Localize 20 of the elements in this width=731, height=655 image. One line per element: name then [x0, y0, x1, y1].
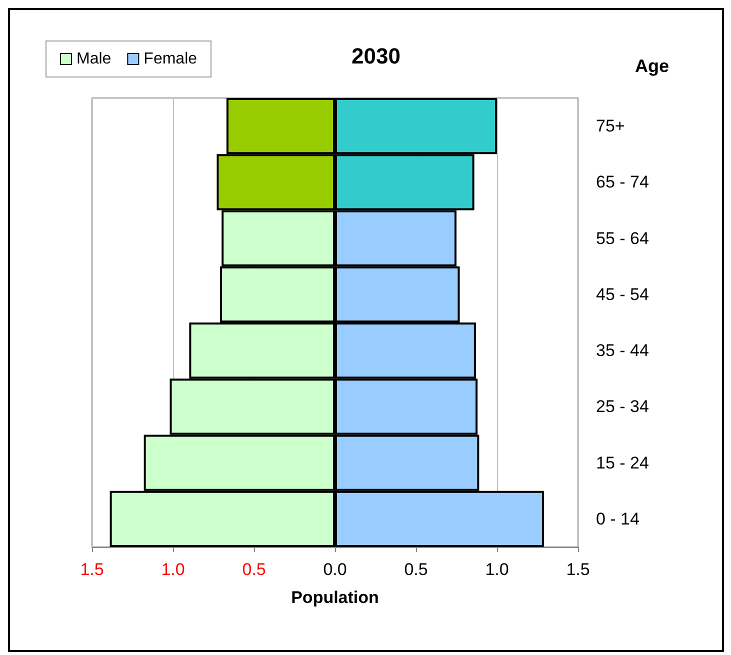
y-tick-label: 0 - 14: [596, 509, 640, 528]
x-axis-title: Population: [291, 588, 379, 607]
x-tick-label: 0.5: [404, 560, 428, 579]
y-tick-label: 35 - 44: [596, 341, 649, 360]
x-tick-label: 1.0: [161, 560, 185, 579]
x-tick-label: 1.5: [566, 560, 590, 579]
y-tick-label: 55 - 64: [596, 228, 649, 248]
x-tick-label: 0.5: [242, 560, 266, 579]
x-tick-label: 1.5: [80, 560, 104, 579]
y-tick-label: 15 - 24: [596, 453, 649, 472]
x-tick-label: 0.0: [323, 560, 347, 579]
y-tick-label: 45 - 54: [596, 284, 649, 304]
y-axis-title: Age: [634, 56, 670, 76]
chart-title: 2030: [352, 44, 400, 68]
y-tick-label: 65 - 74: [596, 172, 649, 192]
y-tick-label: 75+: [596, 116, 625, 136]
y-tick-label: 25 - 34: [596, 397, 649, 416]
legend-label: Male: [76, 50, 112, 68]
legend-label: Female: [144, 50, 198, 68]
x-tick-label: 1.0: [485, 560, 509, 579]
